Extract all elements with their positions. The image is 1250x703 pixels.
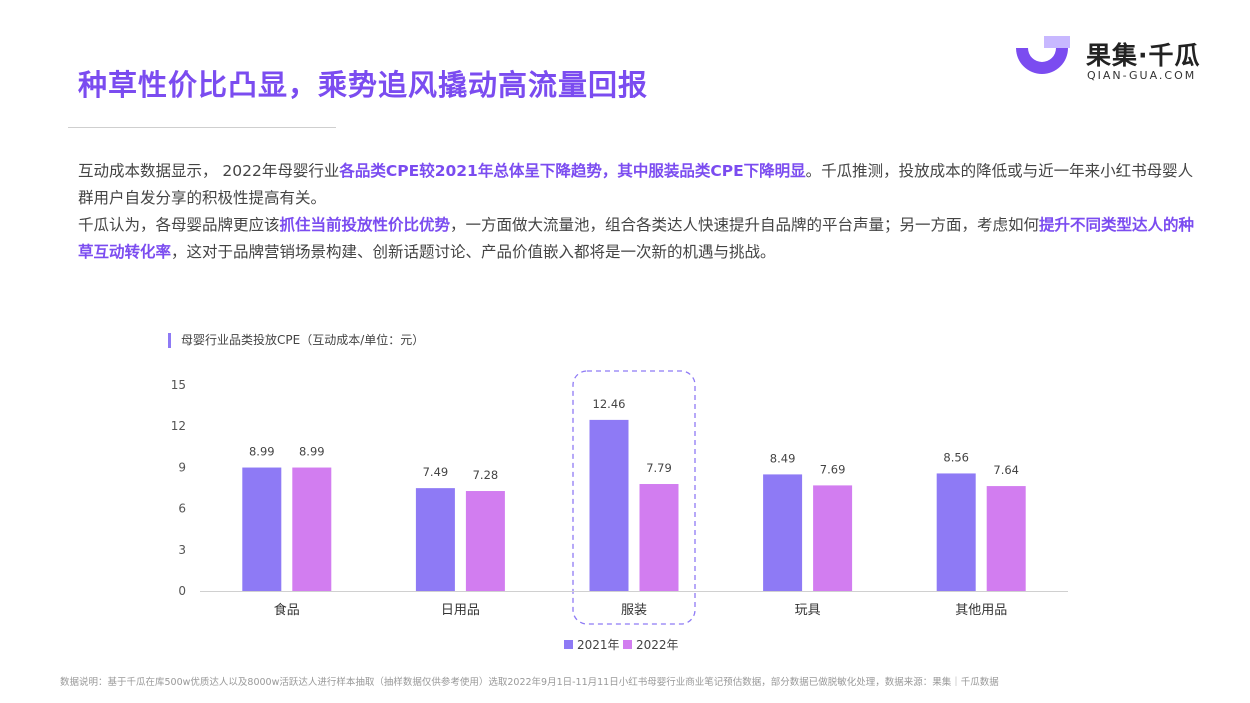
- title-divider: [68, 127, 336, 128]
- bar: [986, 486, 1026, 591]
- body-text: 互动成本数据显示， 2022年母婴行业各品类CPE较2021年总体呈下降趋势，其…: [78, 158, 1198, 266]
- p2-text-b: ，一方面做大流量池，组合各类达人快速提升自品牌的平台声量；另一方面，考虑如何: [450, 216, 1040, 234]
- data-label: 7.28: [473, 468, 499, 482]
- y-tick-label: 6: [178, 502, 186, 516]
- bar: [813, 485, 853, 591]
- legend-swatch: [564, 640, 573, 649]
- logo-mark-icon: [1016, 36, 1070, 74]
- data-label: 7.79: [646, 461, 672, 475]
- data-label: 8.56: [943, 450, 969, 464]
- data-label: 12.46: [593, 397, 626, 411]
- legend-label: 2022年: [636, 638, 679, 652]
- data-label: 8.49: [770, 451, 796, 465]
- brand-logo: 果集·千瓜 QIAN-GUA.COM: [1014, 36, 1214, 86]
- paragraph-1: 互动成本数据显示， 2022年母婴行业各品类CPE较2021年总体呈下降趋势，其…: [78, 158, 1198, 212]
- y-tick-label: 9: [178, 460, 186, 474]
- data-label: 8.99: [249, 445, 275, 459]
- bar: [242, 467, 282, 591]
- chart-title: 母婴行业品类投放CPE（互动成本/单位：元）: [168, 333, 424, 348]
- y-tick-label: 15: [171, 378, 186, 392]
- p2-text-a: 千瓜认为，各母婴品牌更应该: [78, 216, 280, 234]
- data-label: 7.49: [423, 465, 449, 479]
- y-tick-label: 3: [178, 543, 186, 557]
- bar: [589, 419, 629, 591]
- logo-text-en: QIAN-GUA.COM: [1087, 69, 1197, 82]
- logo-text-cn: 果集·千瓜: [1086, 41, 1201, 70]
- bar: [465, 491, 505, 591]
- bar: [639, 484, 679, 591]
- y-tick-label: 12: [171, 419, 186, 433]
- p1-highlight: 各品类CPE较2021年总体呈下降趋势，其中服装品类CPE下降明显: [339, 162, 806, 180]
- data-label: 7.69: [820, 462, 846, 476]
- p1-text-a: 互动成本数据显示， 2022年母婴行业: [78, 162, 340, 180]
- bar: [763, 474, 803, 591]
- bar: [936, 473, 976, 591]
- legend-label: 2021年: [577, 638, 620, 652]
- p1-text-b: 。千瓜推测，投放成本的降低或与近一年来小红书母婴人群用户自发分享的积极性提高有关…: [78, 162, 1194, 207]
- p2-highlight-2: 提升不同类型达人的种草互动转化率: [78, 216, 1195, 261]
- bar: [292, 467, 332, 591]
- x-tick-label: 服装: [621, 603, 647, 618]
- y-tick-label: 0: [178, 584, 186, 598]
- x-tick-label: 食品: [274, 602, 300, 618]
- footnote: 数据说明：基于千瓜在库500w优质达人以及8000w活跃达人进行样本抽取（抽样数…: [60, 677, 999, 688]
- data-label: 8.99: [299, 445, 325, 459]
- x-tick-label: 日用品: [441, 603, 480, 618]
- paragraph-2: 千瓜认为，各母婴品牌更应该抓住当前投放性价比优势，一方面做大流量池，组合各类达人…: [78, 212, 1198, 266]
- x-tick-label: 其他用品: [955, 603, 1007, 618]
- page-title: 种草性价比凸显，乘势追风撬动高流量回报: [78, 68, 649, 102]
- p2-highlight-1: 抓住当前投放性价比优势: [279, 216, 451, 234]
- bar: [415, 488, 455, 591]
- highlight-box: [572, 370, 696, 625]
- data-label: 7.64: [993, 463, 1019, 477]
- p2-text-c: ，这对于品牌营销场景构建、创新话题讨论、产品价值嵌入都将是一次新的机遇与挑战。: [171, 243, 776, 261]
- x-tick-label: 玩具: [795, 603, 821, 618]
- legend-swatch: [623, 640, 632, 649]
